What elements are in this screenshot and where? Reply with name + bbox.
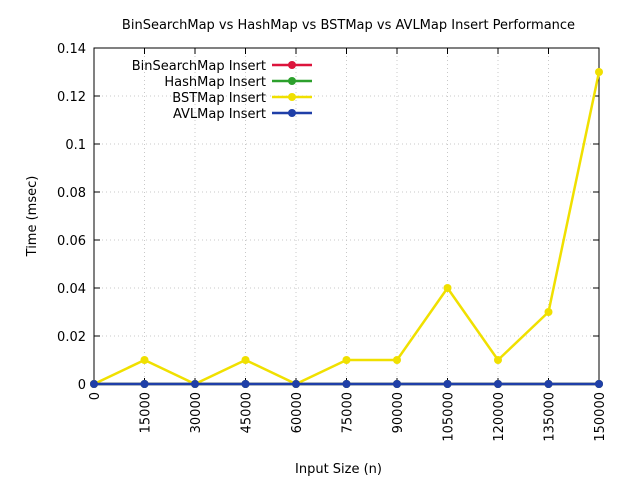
y-tick-label: 0.08 bbox=[57, 186, 86, 201]
data-point bbox=[443, 380, 452, 388]
x-tick-label: 15000 bbox=[139, 392, 154, 433]
data-point bbox=[443, 284, 452, 292]
data-point bbox=[544, 308, 553, 316]
legend-label: HashMap Insert bbox=[164, 75, 266, 90]
y-tick-label: 0.1 bbox=[65, 138, 86, 153]
data-point bbox=[342, 380, 351, 388]
x-tick-label: 135000 bbox=[543, 392, 558, 442]
x-tick-label: 150000 bbox=[593, 392, 608, 442]
legend-swatch-point bbox=[288, 109, 296, 117]
legend-label: BSTMap Insert bbox=[172, 91, 266, 106]
chart-title: BinSearchMap vs HashMap vs BSTMap vs AVL… bbox=[122, 18, 575, 33]
x-tick-label: 30000 bbox=[189, 392, 204, 433]
legend-swatch-point bbox=[288, 93, 296, 101]
series-3 bbox=[90, 380, 603, 388]
data-point bbox=[393, 380, 401, 388]
data-point bbox=[393, 356, 401, 364]
x-tick-label: 105000 bbox=[442, 392, 457, 442]
data-point bbox=[140, 356, 149, 364]
x-axis-label: Input Size (n) bbox=[295, 462, 382, 477]
y-tick-label: 0 bbox=[78, 378, 86, 393]
y-tick-label: 0.06 bbox=[57, 234, 86, 249]
data-point bbox=[140, 380, 149, 388]
data-point bbox=[595, 380, 603, 388]
y-tick-label: 0.14 bbox=[57, 42, 86, 57]
y-tick-label: 0.02 bbox=[57, 330, 86, 345]
x-tick-label: 120000 bbox=[492, 392, 507, 442]
x-tick-label: 90000 bbox=[391, 392, 406, 433]
data-point bbox=[494, 380, 502, 388]
y-tick-label: 0.12 bbox=[57, 90, 86, 105]
data-point bbox=[241, 356, 250, 364]
legend-label: AVLMap Insert bbox=[173, 107, 266, 122]
data-point bbox=[241, 380, 250, 388]
x-tick-label: 60000 bbox=[290, 392, 305, 433]
legend-swatch-point bbox=[288, 77, 296, 85]
legend-label: BinSearchMap Insert bbox=[132, 59, 266, 74]
data-point bbox=[595, 68, 603, 76]
data-point bbox=[544, 380, 553, 388]
ticks-layer: 0 0.02 0.04 0.06 0.08 0.1 0.12 0.14 0 15000 30000 4… bbox=[57, 42, 608, 442]
data-point bbox=[342, 356, 351, 364]
grid-layer bbox=[93, 47, 600, 385]
x-tick-label: 45000 bbox=[240, 392, 255, 433]
data-point bbox=[90, 380, 98, 388]
data-point bbox=[292, 380, 300, 388]
series-layer bbox=[90, 68, 603, 388]
y-axis-label: Time (msec) bbox=[25, 176, 40, 258]
legend-swatch-point bbox=[288, 61, 296, 69]
x-tick-label: 75000 bbox=[341, 392, 356, 433]
y-tick-label: 0.04 bbox=[57, 282, 86, 297]
x-tick-label: 0 bbox=[88, 392, 103, 400]
data-point bbox=[191, 380, 199, 388]
data-point bbox=[494, 356, 502, 364]
